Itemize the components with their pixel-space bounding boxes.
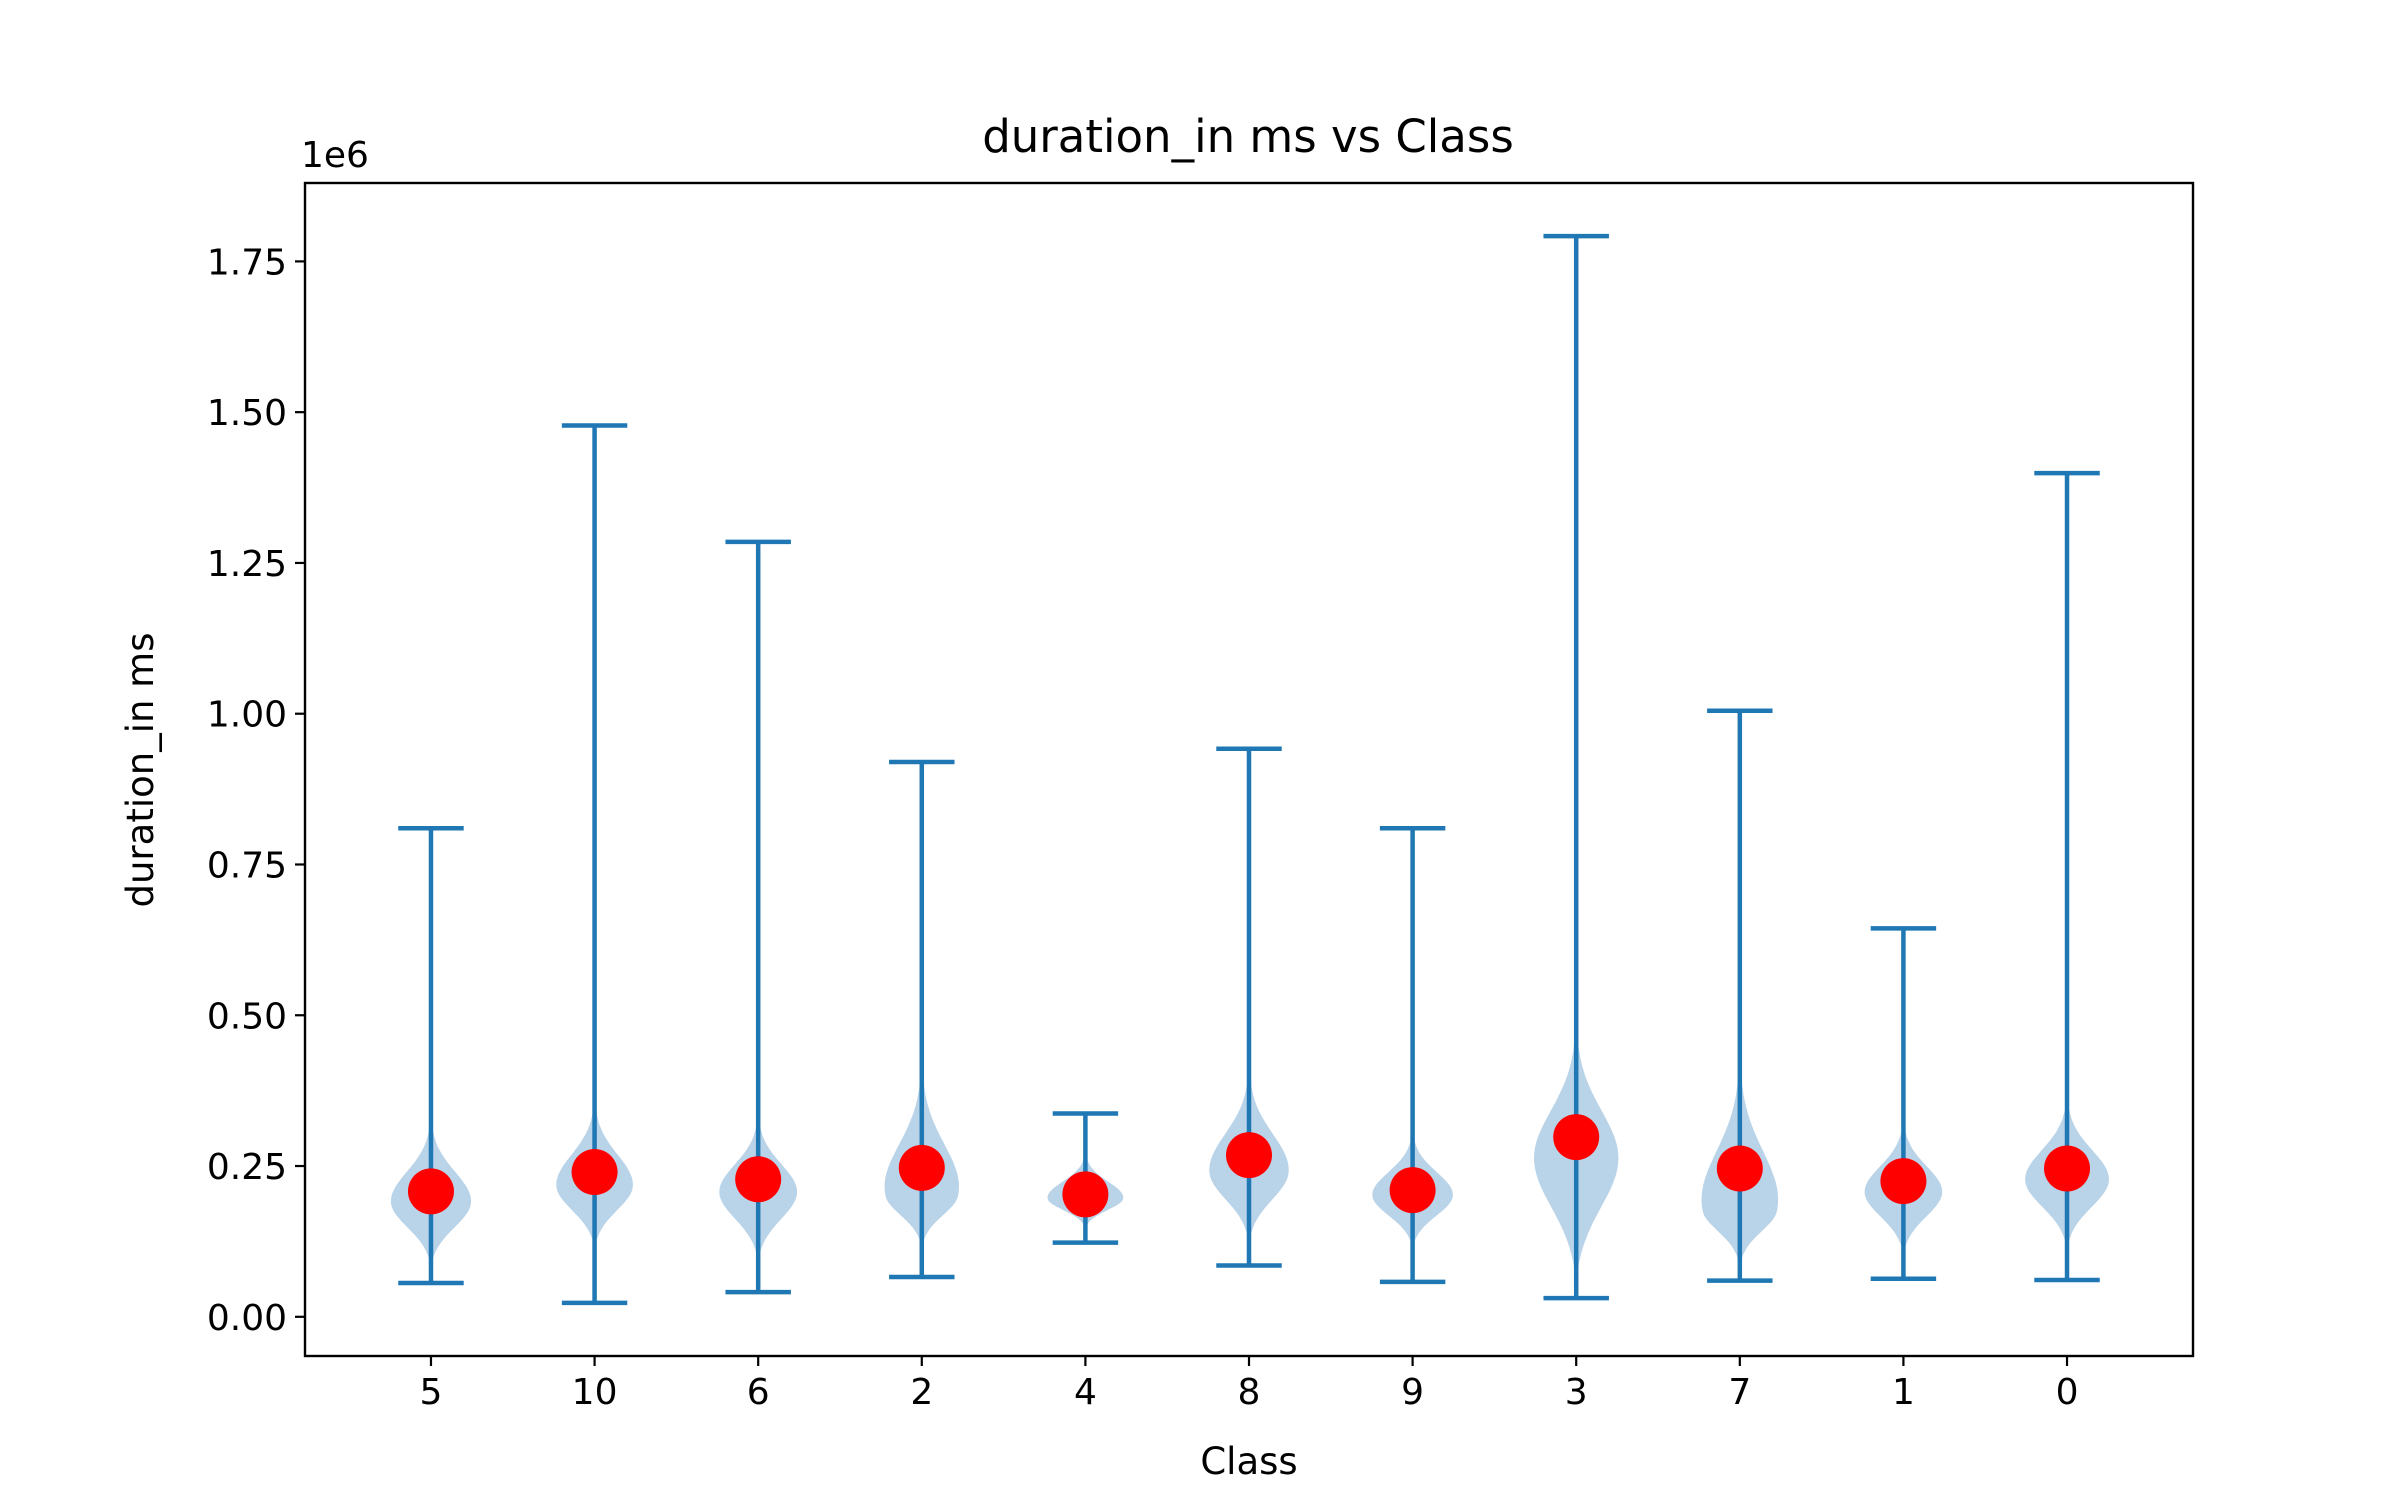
plot-area: [390, 233, 2109, 1306]
x-tick-label: 8: [1238, 1372, 1261, 1413]
mean-point: [1062, 1171, 1109, 1218]
x-tick-label: 0: [2056, 1372, 2079, 1413]
x-tick-label: 5: [420, 1372, 443, 1413]
y-tick-label: 0.25: [207, 1147, 287, 1188]
mean-point: [571, 1149, 618, 1196]
mean-point: [1880, 1158, 1927, 1205]
x-tick-label: 7: [1728, 1372, 1751, 1413]
x-tick-label: 4: [1074, 1372, 1097, 1413]
y-tick-label: 0.75: [207, 845, 287, 886]
y-axis: 0.00 0.25 0.50 0.75 1.00 1.25 1.50 1.75: [207, 242, 305, 1339]
y-tick-label: 1.75: [207, 242, 287, 283]
mean-point: [2044, 1145, 2091, 1192]
y-tick-label: 0.50: [207, 996, 287, 1037]
x-tick-label: 6: [747, 1372, 770, 1413]
y-tick-label: 1.00: [207, 695, 287, 736]
y-tick-label: 1.50: [207, 393, 287, 434]
y-tick-label: 0.00: [207, 1298, 287, 1339]
mean-point: [898, 1144, 945, 1191]
x-tick-label: 2: [910, 1372, 933, 1413]
mean-point: [1716, 1145, 1763, 1192]
x-tick-label: 9: [1401, 1372, 1424, 1413]
chart-title: duration_in ms vs Class: [982, 110, 1514, 163]
x-axis: 5 10 6 2 4 8 9 3 7 1 0: [420, 1356, 2079, 1413]
mean-point: [1389, 1167, 1436, 1214]
x-tick-label: 3: [1565, 1372, 1588, 1413]
x-tick-label: 1: [1892, 1372, 1915, 1413]
y-tick-label: 1.25: [207, 544, 287, 585]
mean-point: [407, 1168, 454, 1215]
x-tick-label: 10: [572, 1372, 618, 1413]
mean-point: [1226, 1132, 1272, 1179]
y-offset-label: 1e6: [301, 135, 369, 176]
y-axis-label: duration_in ms: [119, 632, 162, 907]
x-axis-label: Class: [1200, 1440, 1297, 1483]
mean-point: [735, 1156, 782, 1203]
mean-point: [1553, 1114, 1600, 1161]
